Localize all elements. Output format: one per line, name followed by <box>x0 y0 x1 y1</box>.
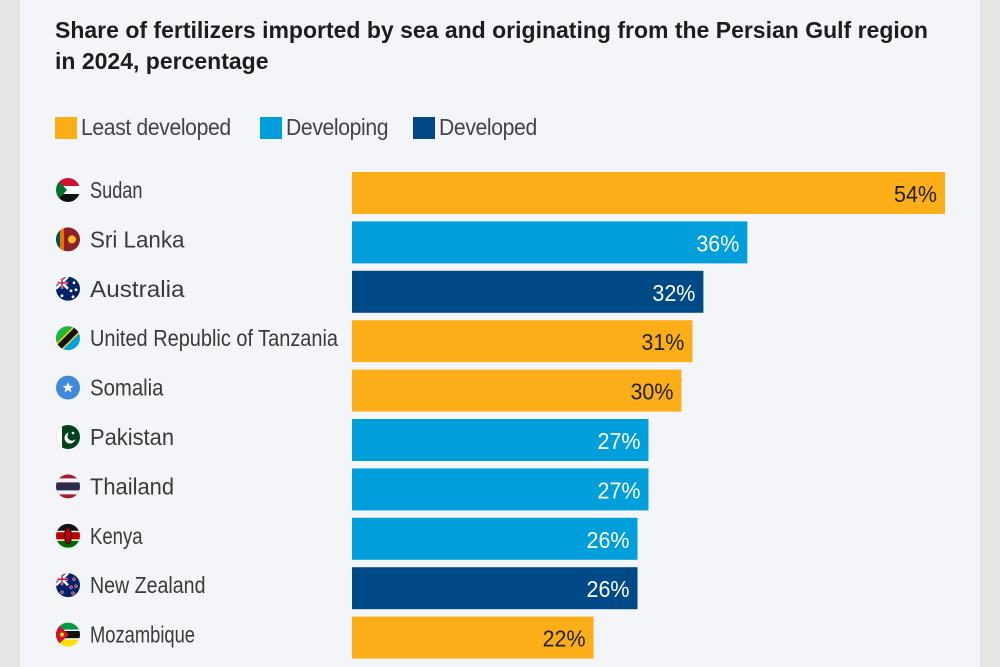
value-label-somalia: 30% <box>630 379 673 405</box>
flag-mozambique-icon <box>56 622 80 647</box>
legend-label-developed: Developed <box>438 114 537 140</box>
value-label-sri-lanka: 36% <box>696 230 739 256</box>
value-label-mozambique: 22% <box>543 626 586 652</box>
category-label-united-republic-of-tanzania: United Republic of Tanzania <box>90 325 338 351</box>
bar-pakistan <box>352 419 649 461</box>
value-label-sudan: 54% <box>894 181 937 207</box>
category-label-mozambique: Mozambique <box>90 622 195 648</box>
flag-kenya-icon <box>56 523 80 548</box>
flag-thailand-icon <box>56 474 80 499</box>
right-page-edge <box>980 0 1000 667</box>
legend-label-least-developed: Least developed <box>81 114 231 140</box>
legend-item-least-developed: Least developed <box>55 114 244 141</box>
flag-new-zealand-icon <box>56 573 80 598</box>
bar-thailand <box>352 468 649 511</box>
value-label-new-zealand: 26% <box>587 576 630 602</box>
flag-sudan-icon <box>56 178 80 202</box>
legend-label-developing: Developing <box>285 114 389 140</box>
flag-sri-lanka-icon <box>56 227 80 252</box>
bar-sri-lanka <box>352 221 748 264</box>
flag-pakistan-icon <box>56 425 80 449</box>
chart-panel: Share of fertilizers imported by sea and… <box>20 0 980 667</box>
category-label-kenya: Kenya <box>90 523 143 549</box>
flag-tanzania-icon <box>56 326 80 351</box>
left-page-edge <box>0 0 20 667</box>
legend-item-developing: Developing <box>259 114 397 141</box>
legend: Least developed Developing Developed <box>55 114 561 141</box>
bar-sudan <box>352 172 945 214</box>
flag-australia-icon <box>56 276 80 301</box>
category-label-thailand: Thailand <box>90 473 174 499</box>
legend-swatch-developed <box>412 116 435 139</box>
flag-somalia-icon <box>56 375 80 400</box>
category-label-sri-lanka: Sri Lanka <box>90 226 185 252</box>
category-label-somalia: Somalia <box>90 375 164 401</box>
chart-title: Share of fertilizers imported by sea and… <box>55 17 928 74</box>
bar-chart: Sudan 54% Sri Lanka 36% Australia 32% United R… <box>56 172 945 659</box>
legend-item-developed: Developed <box>412 114 545 141</box>
value-label-pakistan: 27% <box>598 428 641 454</box>
bar-somalia <box>352 369 682 412</box>
value-label-thailand: 27% <box>598 477 641 503</box>
bar-united-republic-of-tanzania <box>352 320 693 363</box>
bar-australia <box>352 270 704 313</box>
legend-swatch-developing <box>259 116 282 139</box>
category-label-new-zealand: New Zealand <box>90 572 206 598</box>
category-label-pakistan: Pakistan <box>90 424 174 450</box>
value-label-united-republic-of-tanzania: 31% <box>641 329 684 355</box>
value-label-australia: 32% <box>652 280 695 306</box>
category-label-sudan: Sudan <box>90 177 143 203</box>
category-label-australia: Australia <box>90 276 185 302</box>
bar-mozambique <box>352 616 594 659</box>
value-label-kenya: 26% <box>587 527 630 553</box>
bar-kenya <box>352 517 638 560</box>
bar-new-zealand <box>352 567 638 610</box>
legend-swatch-least-developed <box>55 116 77 139</box>
